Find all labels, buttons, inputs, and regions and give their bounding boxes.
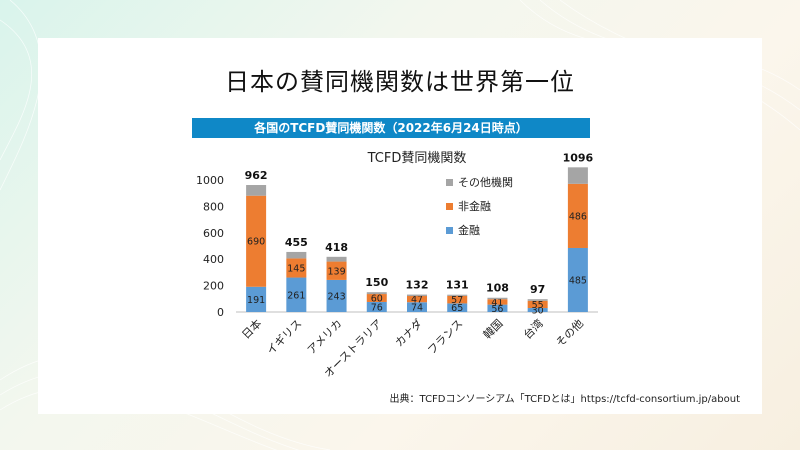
bar-value-label: 41 [491,297,503,308]
bar-total-label: 1096 [563,151,594,164]
bar-segment-finance [447,303,468,312]
x-category-label: 韓国 [481,317,506,342]
bar-value-label: 243 [327,291,345,302]
bar-segment-non-finance [527,300,548,309]
legend-swatch [446,227,453,234]
bar-value-label: 74 [411,303,423,314]
bar-segment-finance [527,308,548,312]
x-category-label: フランス [425,317,465,357]
legend-swatch [446,203,453,210]
bar-segment-other [527,299,548,301]
bar-segment-non-finance [286,258,307,278]
x-category-label: 台湾 [520,316,545,341]
bar-segment-finance [326,279,347,312]
legend-label: その他機関 [458,175,513,189]
bar-value-label: 145 [287,263,305,274]
slide-title: 日本の賛同機関数は世界第一位 [225,68,575,96]
bar-segment-other [326,256,347,262]
bar-segment-finance [487,304,508,312]
bar-segment-other [286,251,307,259]
legend-label: 非金融 [458,199,491,213]
bar-segment-other [567,167,588,184]
bar-total-label: 150 [365,276,388,289]
bar-value-label: 139 [327,266,345,277]
bar-value-label: 485 [569,275,587,286]
bar-total-label: 962 [245,169,268,182]
x-category-label: 日本 [239,316,264,341]
source-note: 出典：TCFDコンソーシアム「TCFDとは」https://tcfd-conso… [389,394,740,405]
bar-segment-other [487,297,508,300]
bar-segment-finance [407,302,427,312]
bar-value-label: 690 [247,237,265,248]
bar-segment-non-finance [567,183,588,248]
bar-value-label: 30 [532,306,544,317]
y-tick-label: 800 [203,200,224,213]
bar-value-label: 191 [247,295,265,306]
slide-card: 日本の賛同機関数は世界第一位 各国のTCFD賛同機関数（2022年6月24日時点… [38,38,762,414]
bar-segment-non-finance [366,294,387,302]
bar-value-label: 261 [287,290,305,301]
bar-segment-non-finance [407,296,427,303]
bar-total-label: 131 [446,279,469,292]
bar-segment-finance [366,301,387,312]
y-tick-label: 1000 [196,174,224,187]
y-tick-label: 200 [203,280,224,293]
y-tick-label: 0 [217,306,224,319]
x-category-label: イギリス [264,317,304,357]
bar-segment-non-finance [326,261,347,280]
legend-label: 金融 [458,223,480,237]
bar-value-label: 486 [569,211,587,222]
bar-value-label: 57 [451,295,463,306]
bar-segment-other [447,294,468,296]
x-category-label: アメリカ [305,317,345,357]
bar-value-label: 56 [491,304,503,315]
bar-segment-finance [286,277,307,312]
x-category-label: その他 [553,317,586,350]
bar-value-label: 47 [411,295,423,306]
bar-segment-finance [246,286,267,312]
bar-value-label: 55 [532,300,544,311]
legend-swatch [446,179,453,186]
bar-total-label: 108 [486,282,509,295]
bar-segment-non-finance [487,299,508,305]
x-category-label: カナダ [392,316,425,349]
chart-title: TCFD賛同機関数 [367,151,467,166]
bar-total-label: 455 [285,236,308,249]
stacked-bar-chart: TCFD賛同機関数 0 200 400 600 800 1000 191 690 962 日本 261… [196,151,598,380]
chart-banner: 各国のTCFD賛同機関数（2022年6月24日時点） [192,118,590,138]
bar-segment-other [366,292,387,295]
bar-segment-non-finance [246,195,267,287]
y-tick-label: 600 [203,227,224,240]
bar-segment-other [407,294,427,297]
bar-segment-finance [567,247,588,312]
bar-total-label: 132 [406,279,429,292]
bar-total-label: 97 [530,283,545,296]
bar-segment-non-finance [447,295,468,304]
bar-value-label: 65 [451,303,463,314]
bar-value-label: 60 [371,294,383,305]
bar-value-label: 76 [371,302,383,313]
bar-total-label: 418 [325,241,348,254]
bar-segment-other [246,185,267,196]
y-tick-label: 400 [203,253,224,266]
